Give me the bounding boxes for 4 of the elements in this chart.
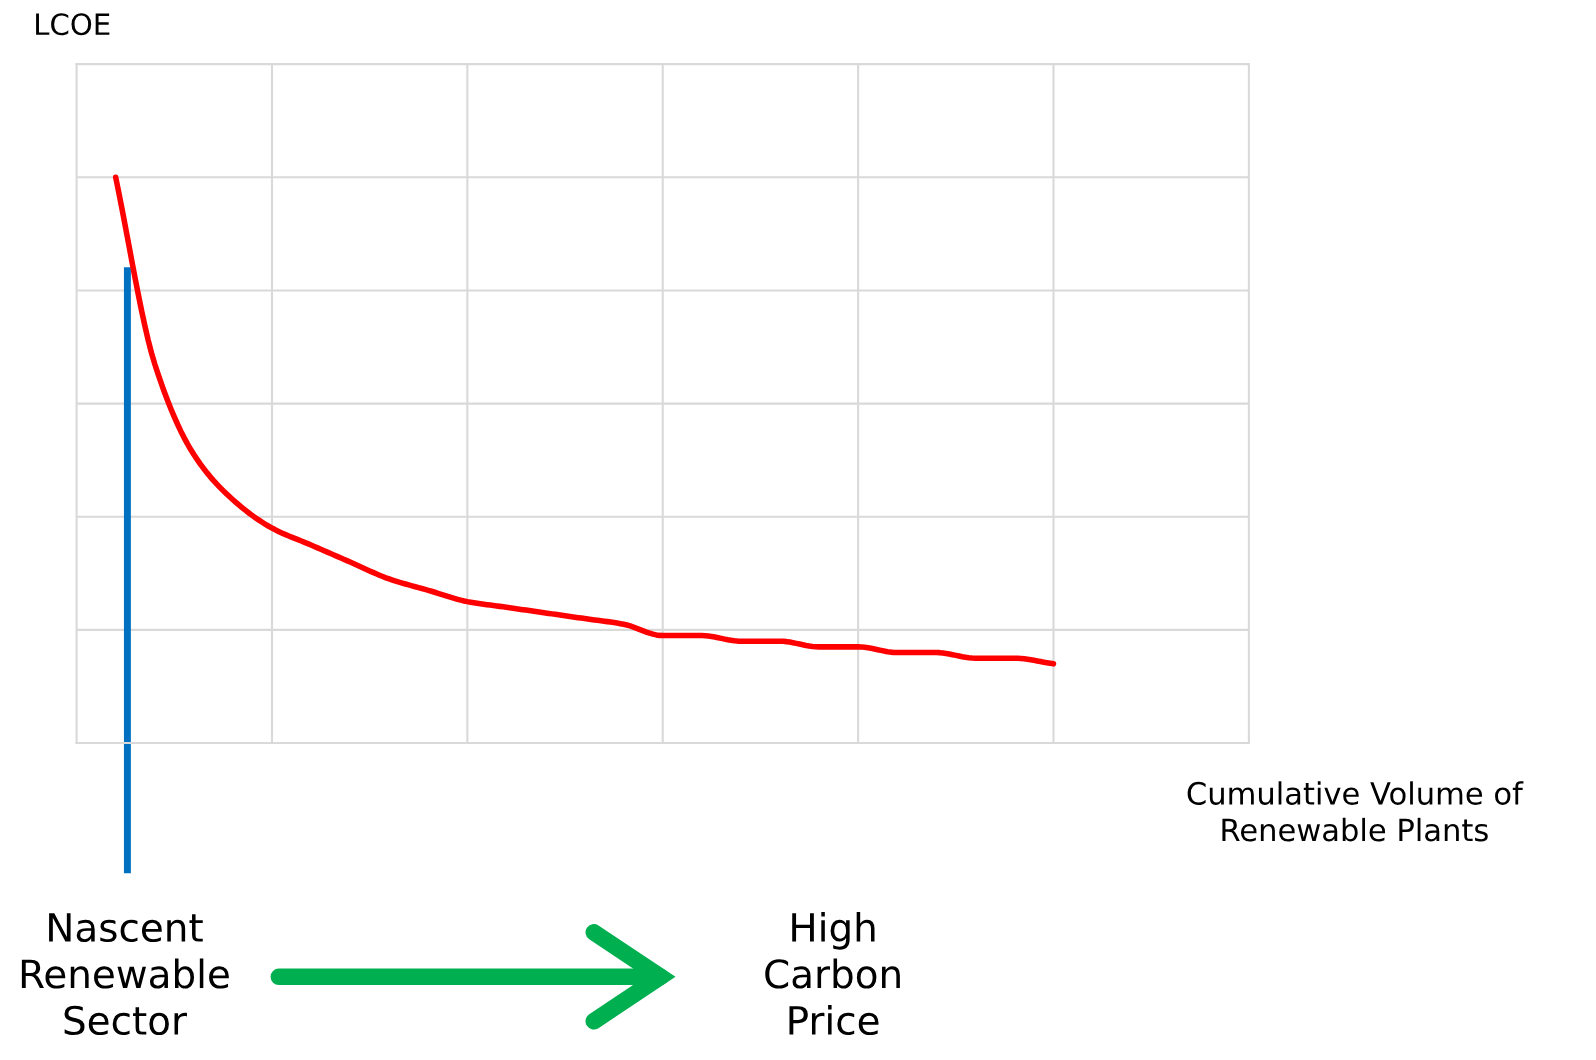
text: Nascent Renewable Sector — [21, 913, 229, 1036]
text: High Carbon Price — [765, 912, 900, 1036]
x-axis-title: Cumulative Volume of Renewable Plants — [1187, 781, 1524, 842]
y-axis-title: LCOE — [36, 13, 110, 36]
